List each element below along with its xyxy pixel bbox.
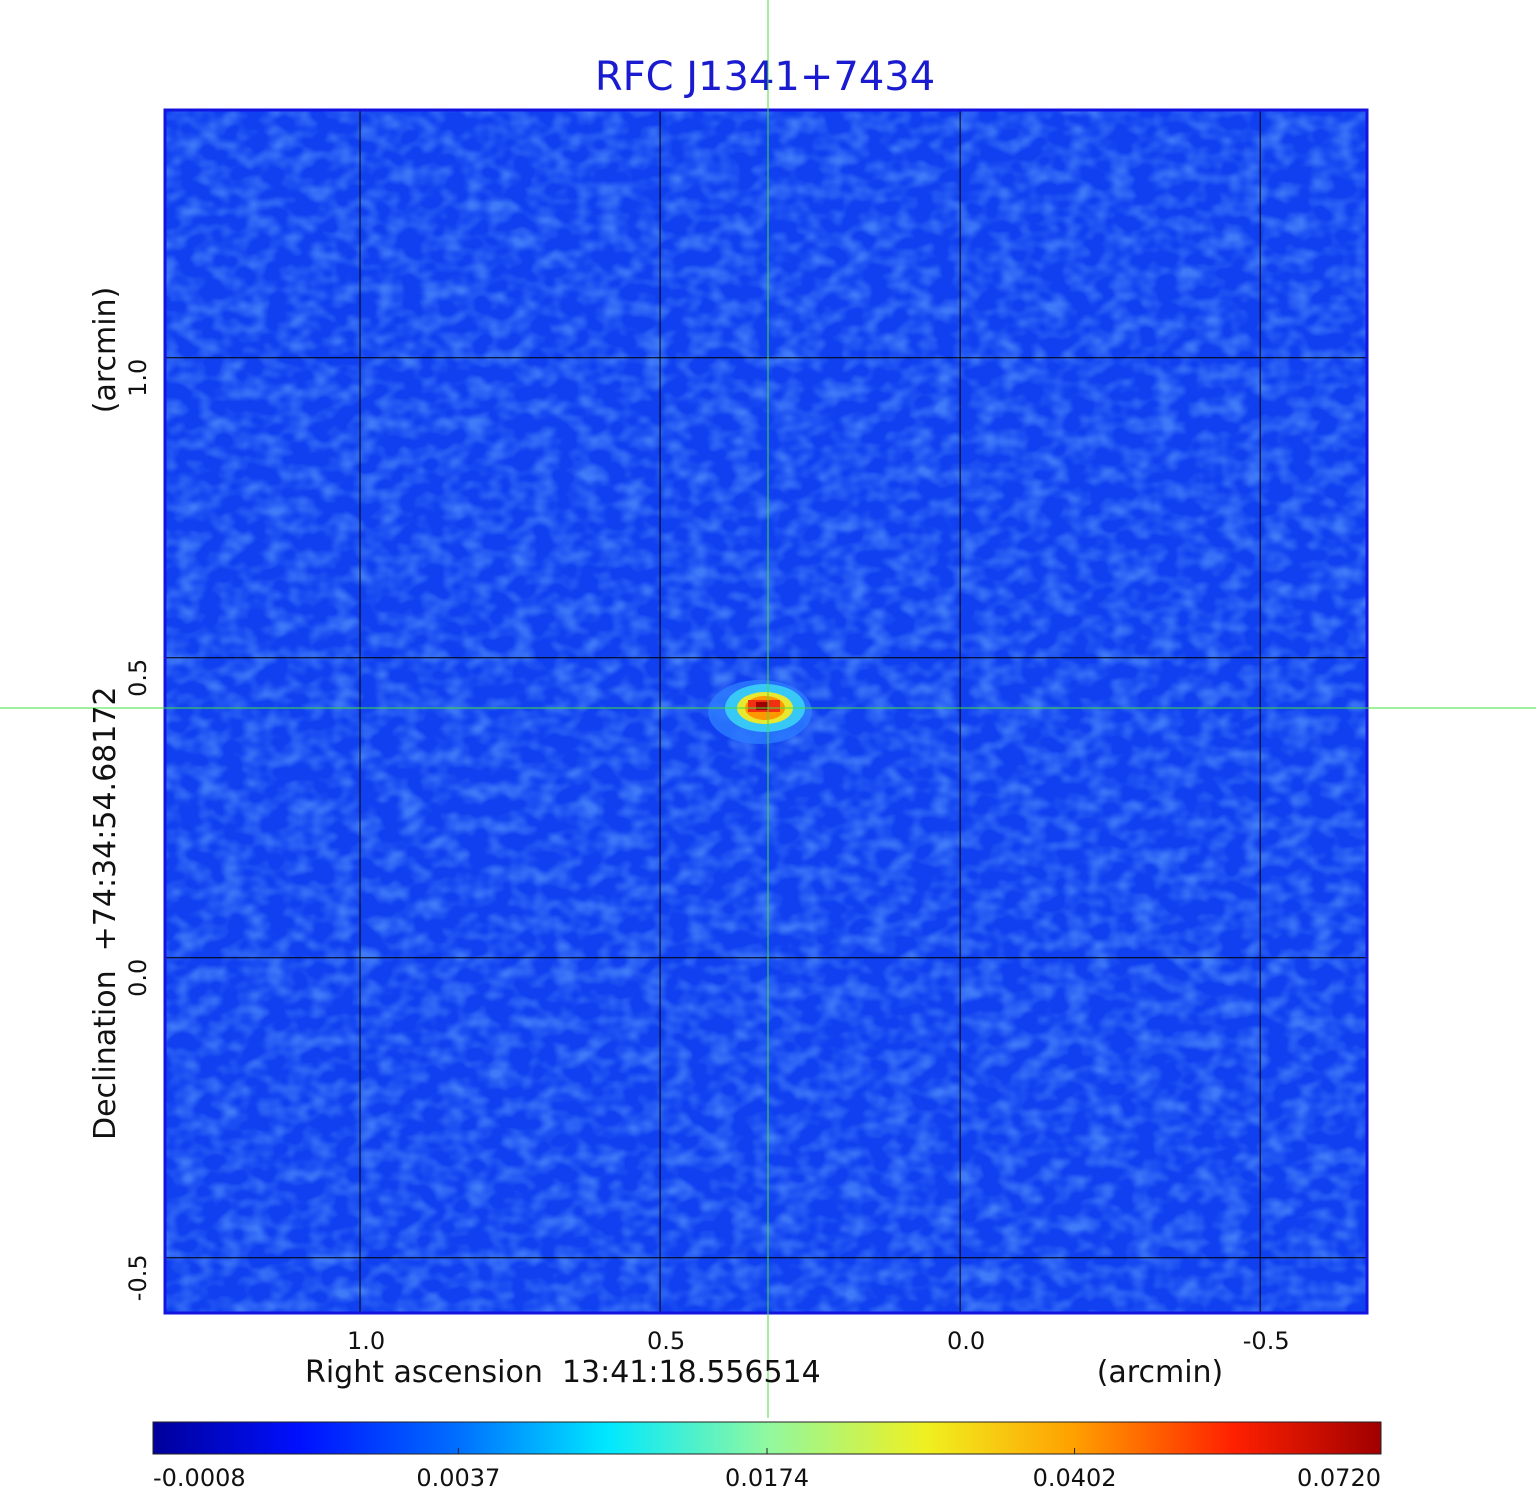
colorbar-tick-label: 0.0402 — [1033, 1464, 1117, 1492]
colorbar-tick-label: 0.0037 — [416, 1464, 500, 1492]
source — [708, 680, 812, 744]
x-axis-label: Right ascension 13:41:18.556514 — [305, 1355, 821, 1390]
frame — [163, 108, 1369, 1315]
y-axis-label: Declination +74:34:54.68172 — [88, 686, 123, 1140]
y-tick-label: 1.0 — [124, 359, 152, 397]
colorbar-tick-label: 0.0174 — [725, 1464, 809, 1492]
colorbar-tick-label: -0.0008 — [153, 1464, 246, 1492]
x-tick-label: 0.5 — [647, 1327, 685, 1355]
x-tick-label: 1.0 — [347, 1327, 385, 1355]
y-tick-label: 0.5 — [124, 659, 152, 697]
chart-title: RFC J1341+7434 — [595, 54, 935, 100]
y-tick-label: -0.5 — [124, 1254, 152, 1301]
grid — [165, 110, 1367, 1313]
colorbar-tick-label: 0.0720 — [1297, 1464, 1381, 1492]
y-tick-label: 0.0 — [124, 959, 152, 997]
x-tick-label: 0.0 — [947, 1327, 985, 1355]
x-tick-label: -0.5 — [1243, 1327, 1290, 1355]
y-axis-unit: (arcmin) — [88, 287, 123, 414]
source-peak — [756, 702, 768, 710]
x-axis-unit: (arcmin) — [1097, 1355, 1224, 1390]
